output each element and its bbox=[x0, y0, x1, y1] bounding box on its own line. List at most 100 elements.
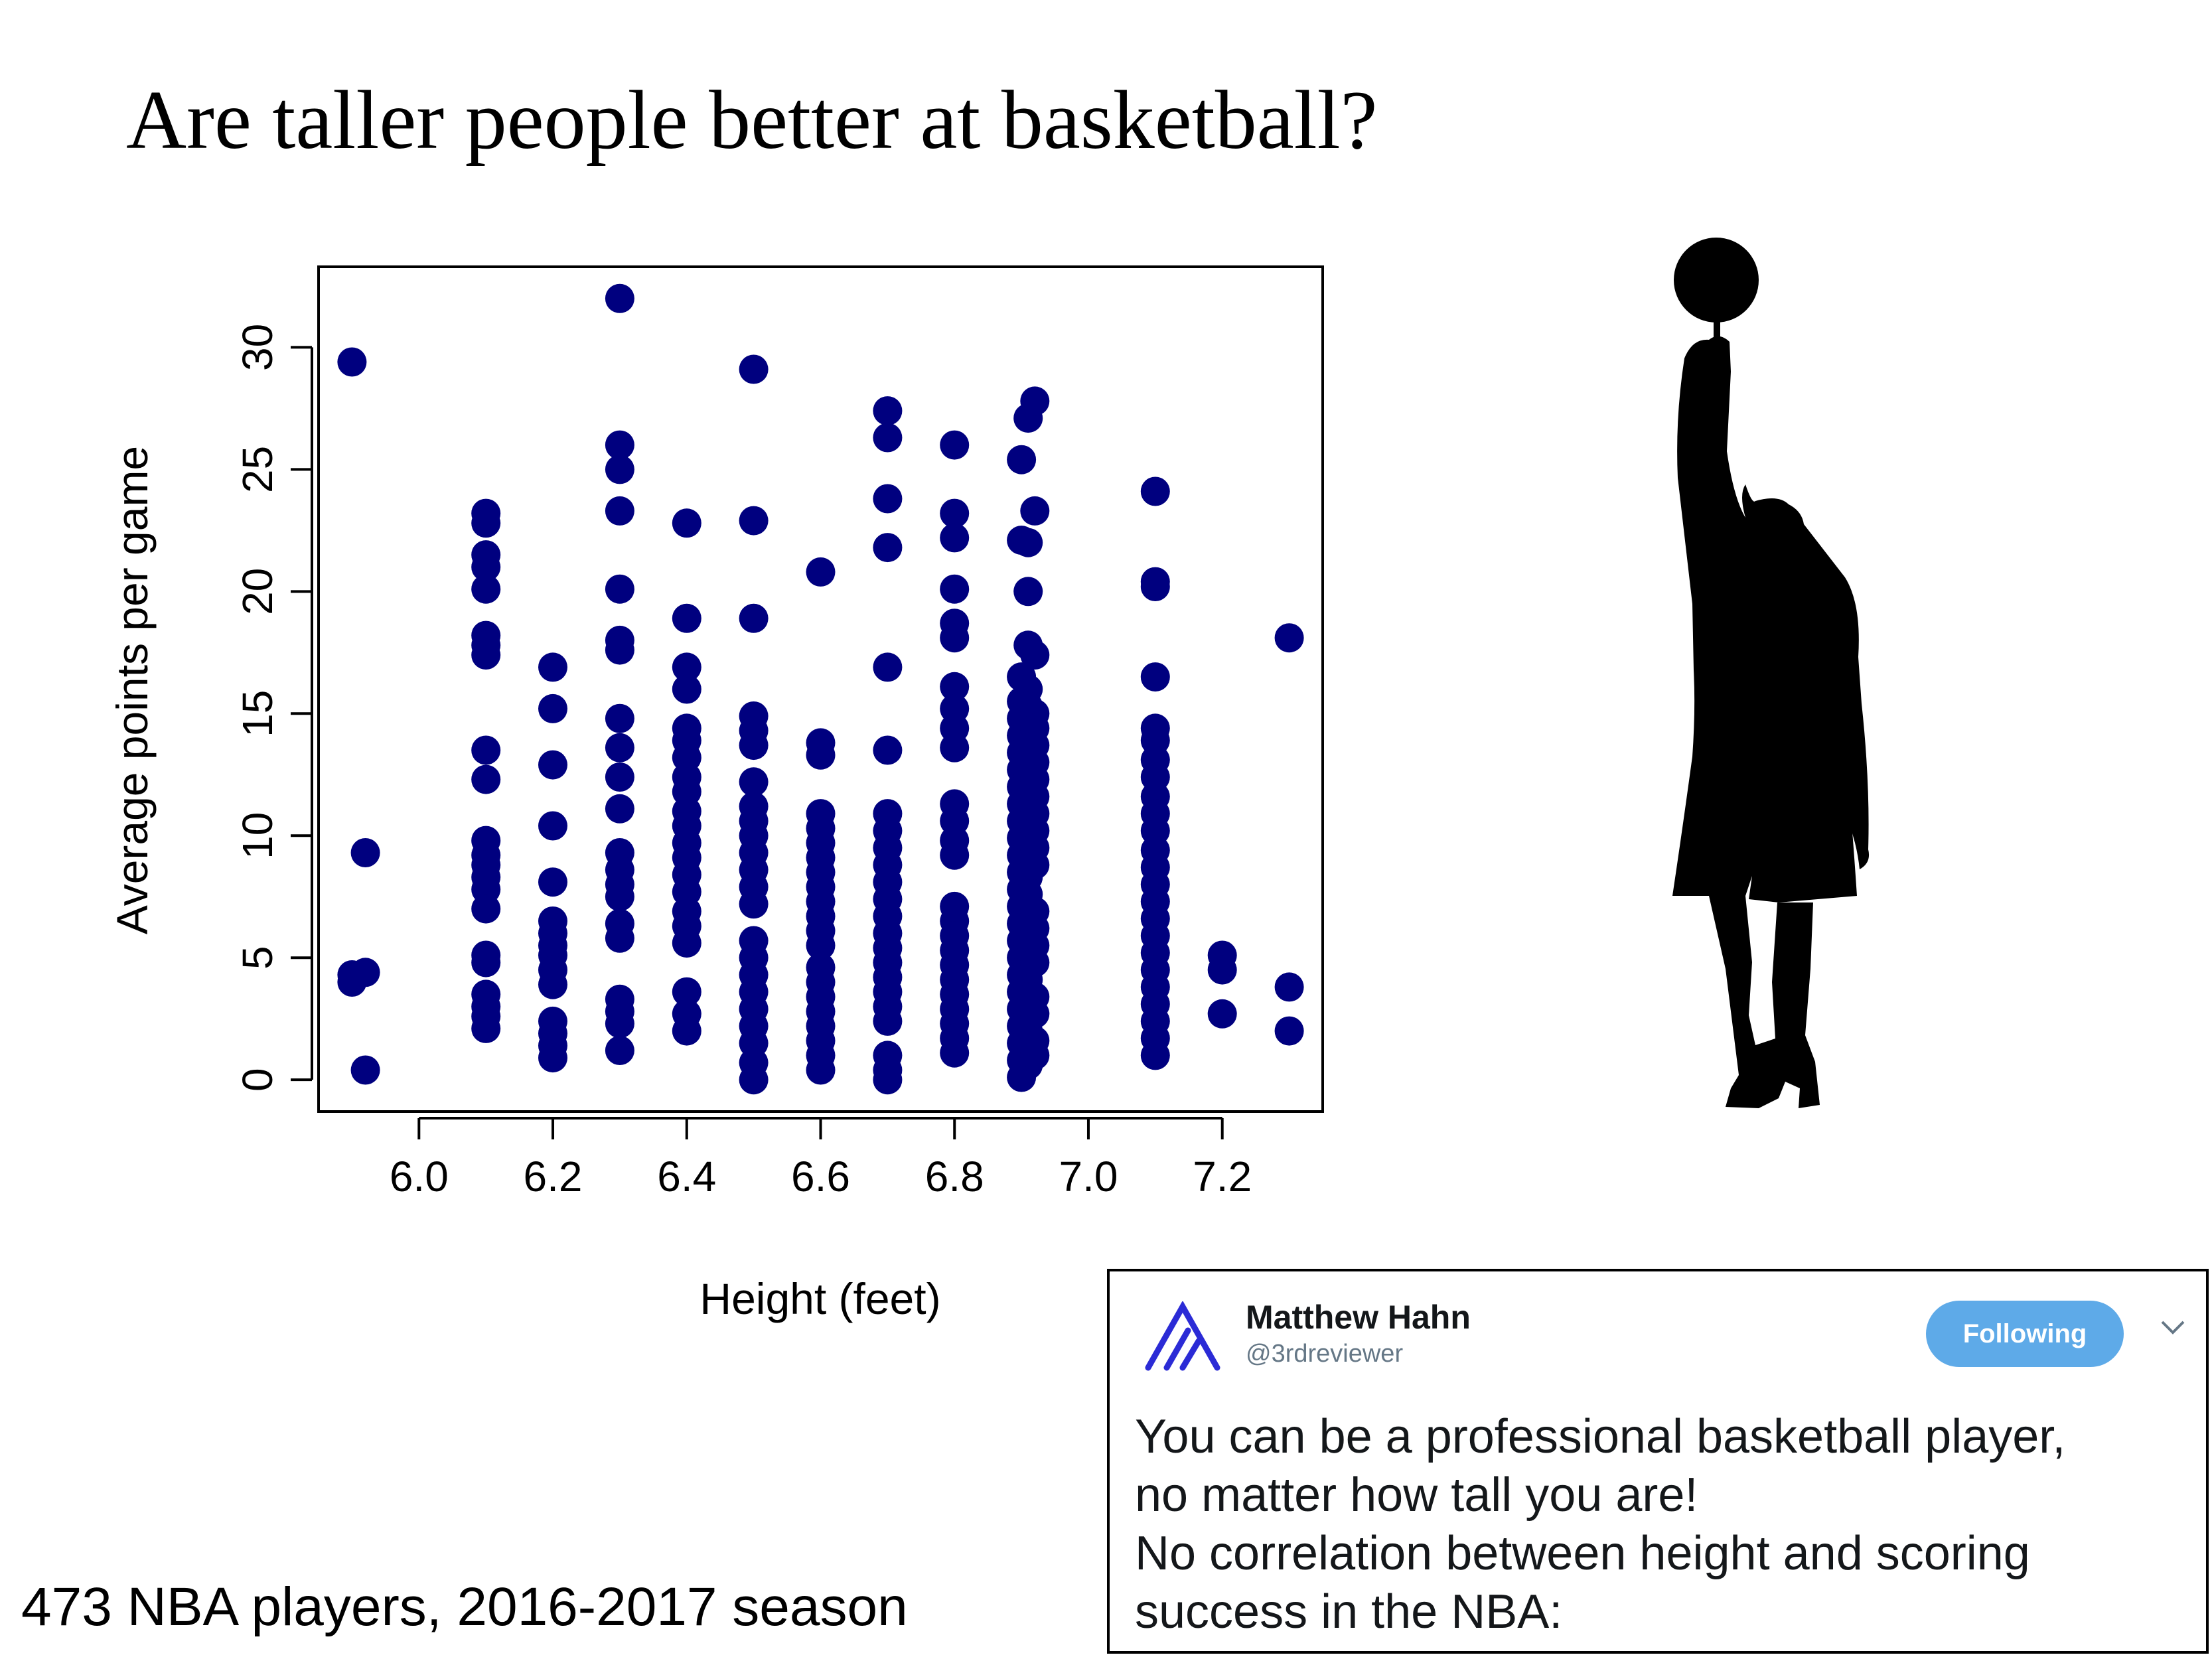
data-point bbox=[739, 731, 769, 760]
data-point bbox=[1207, 999, 1237, 1029]
data-point bbox=[1013, 577, 1043, 607]
data-point bbox=[605, 762, 634, 792]
data-point bbox=[1140, 476, 1170, 506]
y-tick-label: 30 bbox=[234, 324, 281, 371]
plot-area-frame bbox=[317, 265, 1324, 1113]
tweet-text-line: no matter how tall you are! bbox=[1135, 1469, 1698, 1522]
data-point bbox=[739, 506, 769, 536]
data-point bbox=[1020, 1041, 1050, 1070]
x-tick-label: 6.6 bbox=[791, 1153, 850, 1200]
data-point bbox=[739, 767, 769, 797]
data-point bbox=[1007, 445, 1037, 474]
tweet-text-line: No correlation between height and scorin… bbox=[1135, 1527, 2030, 1580]
data-point bbox=[605, 430, 634, 460]
data-point bbox=[337, 347, 367, 377]
data-point bbox=[940, 430, 970, 460]
data-point bbox=[873, 735, 903, 765]
data-point bbox=[672, 928, 701, 958]
x-tick-label: 6.4 bbox=[657, 1153, 716, 1200]
data-point bbox=[1140, 1041, 1170, 1070]
data-point bbox=[605, 703, 634, 733]
data-point bbox=[605, 283, 634, 313]
data-point bbox=[350, 838, 380, 867]
data-point bbox=[806, 1055, 836, 1085]
scatter-chart: 6.0 6.2 6.4 6.6 6.8 7.0 7.2 0 5 10 15 20 25 30 Heigh… bbox=[108, 265, 1324, 1323]
data-point bbox=[672, 1016, 701, 1046]
y-tick-label: 20 bbox=[234, 568, 281, 615]
y-tick-label: 5 bbox=[234, 946, 281, 970]
chevron-down-icon[interactable] bbox=[2158, 1318, 2187, 1338]
data-point bbox=[605, 794, 634, 824]
data-point bbox=[471, 948, 501, 977]
tweet-text-line: You can be a professional basketball pla… bbox=[1135, 1410, 2066, 1463]
data-point bbox=[471, 640, 501, 670]
data-point bbox=[605, 1009, 634, 1039]
slide-title: Are taller people better at basketball? bbox=[126, 74, 1378, 167]
basketball-player-silhouette-icon bbox=[1672, 238, 1870, 1108]
y-axis: 0 5 10 15 20 25 30 bbox=[234, 324, 313, 1092]
data-point bbox=[1020, 496, 1050, 526]
data-point bbox=[605, 635, 634, 665]
y-tick-label: 10 bbox=[234, 812, 281, 859]
y-tick-label: 0 bbox=[234, 1068, 281, 1092]
account-logo-icon bbox=[1145, 1301, 1220, 1371]
following-button[interactable]: Following bbox=[1926, 1301, 2124, 1367]
x-axis: 6.0 6.2 6.4 6.6 6.8 7.0 7.2 bbox=[390, 1117, 1252, 1200]
x-axis-title: Height (feet) bbox=[700, 1274, 940, 1323]
data-point bbox=[605, 1036, 634, 1065]
tweet-author-name[interactable]: Matthew Hahn bbox=[1246, 1299, 1471, 1336]
tweet-author-handle[interactable]: @3rdreviewer bbox=[1246, 1340, 1404, 1368]
data-point bbox=[350, 958, 380, 987]
data-point bbox=[739, 603, 769, 633]
data-point bbox=[873, 1006, 903, 1036]
x-tick-label: 6.0 bbox=[390, 1153, 449, 1200]
data-point bbox=[739, 354, 769, 384]
data-point bbox=[605, 733, 634, 762]
data-point bbox=[672, 508, 701, 538]
data-point bbox=[538, 970, 567, 999]
data-point bbox=[873, 1065, 903, 1095]
data-point bbox=[538, 867, 567, 897]
data-point bbox=[1020, 850, 1050, 880]
data-point bbox=[1274, 1016, 1304, 1046]
data-point bbox=[940, 523, 970, 553]
tweet-text-line: success in the NBA: bbox=[1135, 1585, 1563, 1638]
data-point bbox=[1274, 972, 1304, 1002]
data-point bbox=[1020, 640, 1050, 670]
data-point bbox=[605, 574, 634, 604]
data-point bbox=[873, 533, 903, 563]
data-point bbox=[605, 496, 634, 526]
data-points bbox=[337, 283, 1304, 1095]
data-point bbox=[605, 923, 634, 953]
data-point bbox=[940, 574, 970, 604]
data-point bbox=[940, 672, 970, 701]
data-point bbox=[873, 423, 903, 453]
data-point bbox=[1274, 623, 1304, 653]
data-point bbox=[538, 1043, 567, 1073]
data-point bbox=[1020, 948, 1050, 977]
data-point bbox=[739, 1065, 769, 1095]
embedded-tweet: Matthew Hahn @3rdreviewer Following You … bbox=[1107, 1269, 2209, 1654]
data-point bbox=[538, 652, 567, 682]
data-point bbox=[672, 977, 701, 1007]
y-tick-label: 15 bbox=[234, 690, 281, 737]
data-point bbox=[471, 552, 501, 582]
data-point bbox=[873, 652, 903, 682]
data-point bbox=[739, 889, 769, 919]
data-point bbox=[672, 603, 701, 633]
data-point bbox=[471, 735, 501, 765]
data-point bbox=[538, 693, 567, 723]
x-tick-label: 6.8 bbox=[925, 1153, 984, 1200]
data-point bbox=[672, 652, 701, 682]
data-point bbox=[471, 574, 501, 604]
data-point bbox=[538, 750, 567, 780]
data-point bbox=[806, 557, 836, 587]
data-point bbox=[1207, 955, 1237, 985]
data-point bbox=[1140, 572, 1170, 601]
data-point bbox=[873, 484, 903, 514]
data-point bbox=[940, 840, 970, 870]
data-point bbox=[940, 623, 970, 653]
data-point bbox=[1013, 528, 1043, 557]
data-point bbox=[471, 764, 501, 794]
data-point bbox=[1020, 386, 1050, 416]
